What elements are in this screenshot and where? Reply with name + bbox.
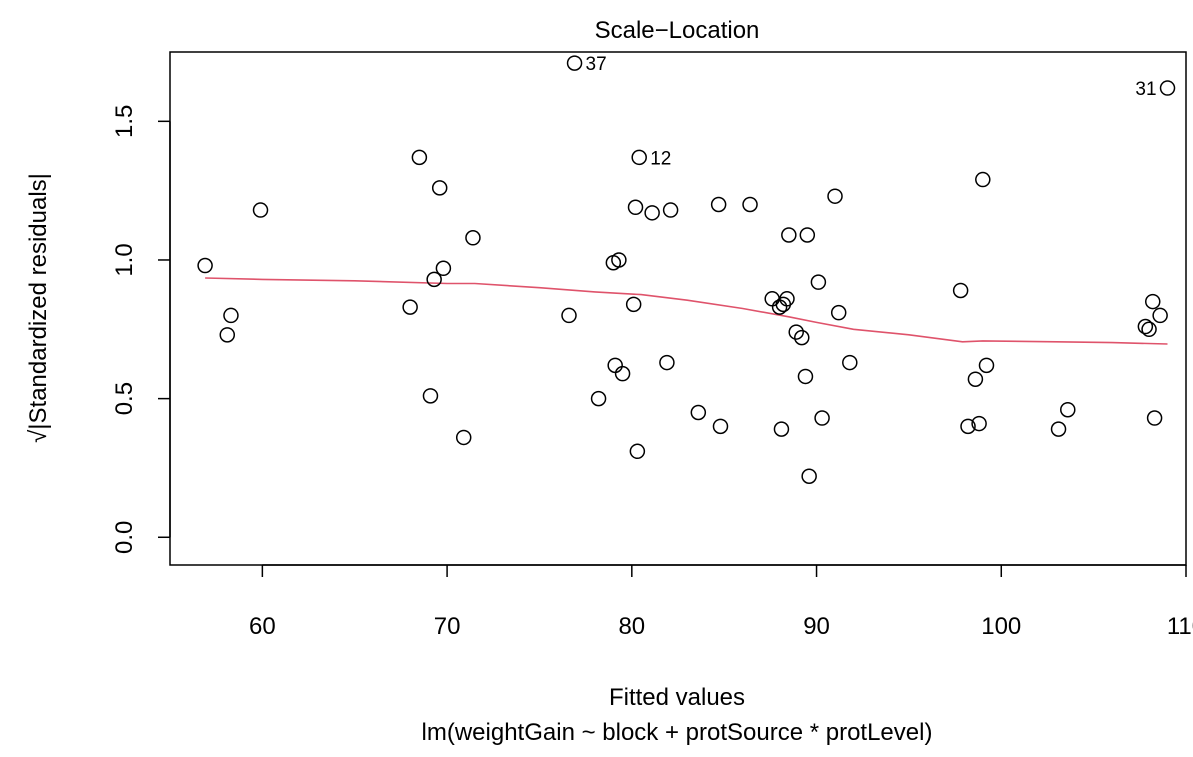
data-point [1060, 401, 1076, 418]
data-point [1137, 318, 1154, 335]
data-point [411, 149, 428, 166]
data-point [1141, 321, 1157, 338]
data-point [975, 171, 991, 188]
data-point [219, 327, 236, 343]
y-tick-label: 0.5 [111, 382, 138, 415]
data-point [435, 260, 452, 277]
point-label: 12 [650, 148, 671, 169]
data-point [422, 388, 439, 404]
data-point [842, 354, 858, 371]
data-point [960, 418, 976, 435]
data-point [797, 368, 814, 385]
data-point [611, 252, 627, 268]
data-point [614, 365, 631, 382]
y-tick-label: 1.5 [111, 105, 138, 138]
data-point [631, 149, 647, 166]
data-point [830, 304, 847, 321]
data-point [1144, 293, 1161, 310]
model-formula-subtitle: lm(weightGain ~ block + protSource * pro… [422, 719, 933, 746]
data-point [629, 443, 646, 460]
data-point [971, 415, 987, 432]
data-point [788, 324, 804, 340]
data-point [455, 429, 472, 446]
data-point [223, 307, 239, 324]
data-point [1159, 80, 1176, 96]
data-point [659, 354, 675, 371]
x-tick-label: 80 [618, 613, 645, 640]
data-point [799, 227, 816, 243]
data-point [252, 202, 269, 218]
point-label: 37 [586, 54, 607, 75]
x-axis: 60 70 80 90 100 110 [249, 564, 1193, 640]
data-point [712, 418, 729, 435]
x-tick-label: 70 [434, 613, 461, 640]
data-point [566, 55, 583, 71]
data-point [607, 357, 623, 374]
data-point [801, 468, 817, 485]
data-point [742, 196, 758, 213]
data-point [1146, 410, 1163, 426]
data-point [794, 329, 810, 346]
y-tick-label: 0.0 [111, 521, 138, 554]
data-point [952, 282, 969, 299]
point-label: 31 [1135, 79, 1156, 100]
y-axis-label: √|Standardized residuals| [25, 173, 52, 443]
data-point [978, 357, 995, 374]
data-point [771, 299, 788, 315]
data-point [625, 296, 642, 313]
chart-title: Scale−Location [595, 17, 760, 44]
x-tick-label: 100 [981, 613, 1021, 640]
x-tick-label: 90 [803, 613, 830, 640]
data-point [402, 299, 418, 315]
data-point [781, 227, 797, 243]
data-point [1050, 421, 1067, 437]
data-point [627, 199, 644, 216]
data-point [814, 410, 830, 426]
x-tick-label: 60 [249, 613, 276, 640]
data-point [779, 291, 795, 307]
data-point [465, 230, 481, 246]
data-point [431, 180, 448, 196]
data-point [827, 188, 843, 204]
data-point [1152, 307, 1168, 324]
y-axis: 0.0 0.5 1.0 1.5 [111, 105, 171, 554]
data-point [426, 271, 442, 288]
data-point [561, 307, 577, 324]
x-axis-label: Fitted values [609, 684, 745, 711]
y-tick-label: 1.0 [111, 243, 138, 276]
data-point [773, 421, 790, 437]
data-point [662, 202, 679, 218]
data-point [197, 257, 213, 274]
data-point [967, 371, 984, 387]
data-point [764, 291, 780, 307]
x-tick-label: 110 [1167, 613, 1193, 640]
plot-frame [169, 51, 1187, 566]
smoother-layer [205, 277, 1168, 345]
data-point [590, 390, 607, 407]
data-point [810, 274, 827, 290]
data-point [690, 404, 707, 421]
data-point [710, 196, 727, 213]
smoother-line [205, 277, 1168, 345]
data-point [644, 205, 660, 221]
points-layer: 37 12 31 [197, 54, 1176, 485]
